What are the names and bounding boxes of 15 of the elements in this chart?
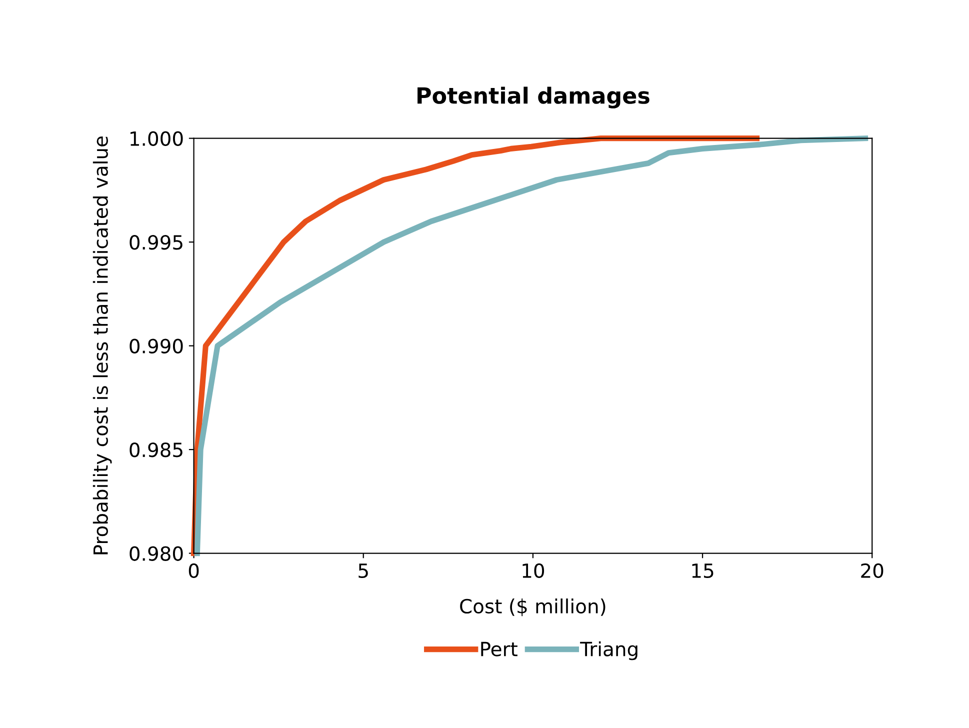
legend-label: Triang <box>580 641 638 660</box>
legend-label: Pert <box>481 642 518 656</box>
chart-title: Potential damages <box>418 86 650 108</box>
y-tick-label: 1.000 <box>130 131 183 146</box>
x-axis-title: Cost ($ million) <box>460 598 606 616</box>
x-tick-label: 0 <box>188 563 199 578</box>
y-axis-title: Probability cost is less than indicated value <box>92 136 112 554</box>
y-tick-label: 0.985 <box>130 442 182 458</box>
x-tick-label: 20 <box>861 563 884 578</box>
y-tick-label: 0.990 <box>130 338 183 354</box>
x-tick-label: 5 <box>358 564 368 578</box>
x-tick-label: 10 <box>522 563 544 578</box>
y-tick-label: 0.980 <box>130 546 183 561</box>
y-tick-label: 0.995 <box>130 235 182 250</box>
x-tick-label: 15 <box>692 564 714 578</box>
